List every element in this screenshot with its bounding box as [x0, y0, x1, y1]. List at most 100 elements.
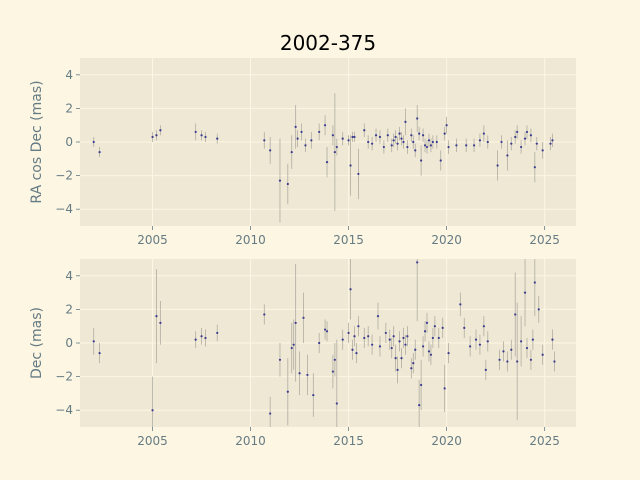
y-axis-label: RA cos Dec (mas)	[29, 80, 45, 203]
data-point	[318, 130, 321, 134]
data-point	[392, 139, 395, 142]
data-point	[353, 135, 356, 139]
data-point	[478, 343, 482, 346]
data-point	[312, 393, 315, 397]
data-point	[341, 137, 344, 140]
data-point	[414, 348, 417, 351]
data-point	[278, 179, 282, 182]
data-point	[414, 149, 417, 152]
data-point	[347, 331, 350, 335]
data-point	[551, 338, 554, 341]
data-point	[482, 132, 485, 135]
data-point	[533, 281, 536, 284]
data-point	[402, 140, 405, 144]
data-point	[431, 140, 434, 144]
data-point	[425, 145, 429, 149]
data-point	[425, 321, 429, 324]
data-point	[516, 130, 519, 134]
data-point	[553, 360, 556, 363]
data-point	[286, 390, 289, 393]
data-point	[455, 144, 458, 147]
x-tick-label: 2015	[333, 233, 364, 247]
data-point	[472, 144, 476, 147]
y-tick-label: −4	[55, 403, 73, 417]
data-point	[151, 135, 154, 139]
data-point	[525, 346, 529, 350]
data-point	[420, 383, 423, 387]
data-point	[294, 321, 297, 324]
data-point	[533, 166, 536, 169]
data-point	[400, 357, 403, 360]
data-point	[523, 137, 527, 140]
data-point	[363, 129, 366, 132]
data-point	[388, 338, 391, 341]
data-point	[429, 353, 433, 356]
data-point	[486, 340, 489, 343]
data-point	[410, 134, 413, 137]
data-point	[418, 404, 421, 407]
data-point	[500, 140, 503, 144]
data-point	[502, 350, 505, 353]
y-tick-label: −4	[55, 202, 73, 216]
data-point	[396, 368, 399, 371]
data-point	[204, 135, 207, 139]
x-tick-label: 2020	[431, 233, 462, 247]
data-point	[537, 308, 540, 311]
data-point	[353, 335, 356, 338]
y-tick-label: 0	[65, 336, 73, 350]
data-point	[394, 135, 397, 139]
data-point	[402, 336, 405, 340]
data-point	[404, 343, 407, 346]
data-point	[459, 303, 462, 306]
data-point	[447, 145, 450, 149]
data-point	[510, 142, 513, 145]
y-tick-label: 2	[65, 302, 73, 316]
data-series	[92, 259, 556, 427]
data-point	[427, 350, 431, 353]
data-point	[412, 140, 415, 144]
data-point	[406, 335, 409, 338]
data-point	[300, 130, 303, 134]
data-point	[302, 316, 305, 319]
data-point	[474, 338, 478, 341]
data-point	[349, 164, 352, 167]
data-point	[418, 132, 421, 135]
data-point	[441, 326, 444, 329]
y-axis-label: Dec (mas)	[29, 307, 45, 379]
data-point	[357, 325, 360, 328]
data-point	[294, 125, 297, 128]
data-point	[351, 135, 354, 139]
data-point	[263, 313, 266, 316]
data-point	[200, 335, 203, 338]
data-point	[384, 331, 387, 335]
x-tick-label: 2015	[333, 434, 364, 448]
data-point	[98, 351, 101, 355]
data-point	[355, 351, 358, 355]
data-point	[278, 358, 282, 361]
data-point	[523, 291, 527, 294]
data-point	[200, 134, 203, 137]
data-point	[159, 321, 162, 324]
x-tick-label: 2025	[529, 233, 560, 247]
data-point	[541, 149, 544, 152]
data-point	[541, 353, 544, 356]
data-point	[306, 373, 309, 377]
data-point	[514, 313, 517, 316]
data-point	[155, 134, 158, 137]
data-point	[520, 145, 523, 149]
data-point	[551, 139, 554, 142]
data-point	[420, 159, 423, 162]
data-point	[378, 345, 382, 348]
data-point	[155, 315, 158, 318]
data-point	[204, 336, 207, 340]
data-point	[437, 336, 440, 340]
data-point	[367, 140, 370, 144]
data-point	[325, 330, 329, 333]
data-point	[410, 367, 413, 370]
data-point	[382, 145, 385, 149]
data-series	[92, 93, 554, 223]
x-tick-label: 2020	[431, 434, 462, 448]
data-point	[439, 159, 442, 162]
data-point	[423, 144, 427, 147]
